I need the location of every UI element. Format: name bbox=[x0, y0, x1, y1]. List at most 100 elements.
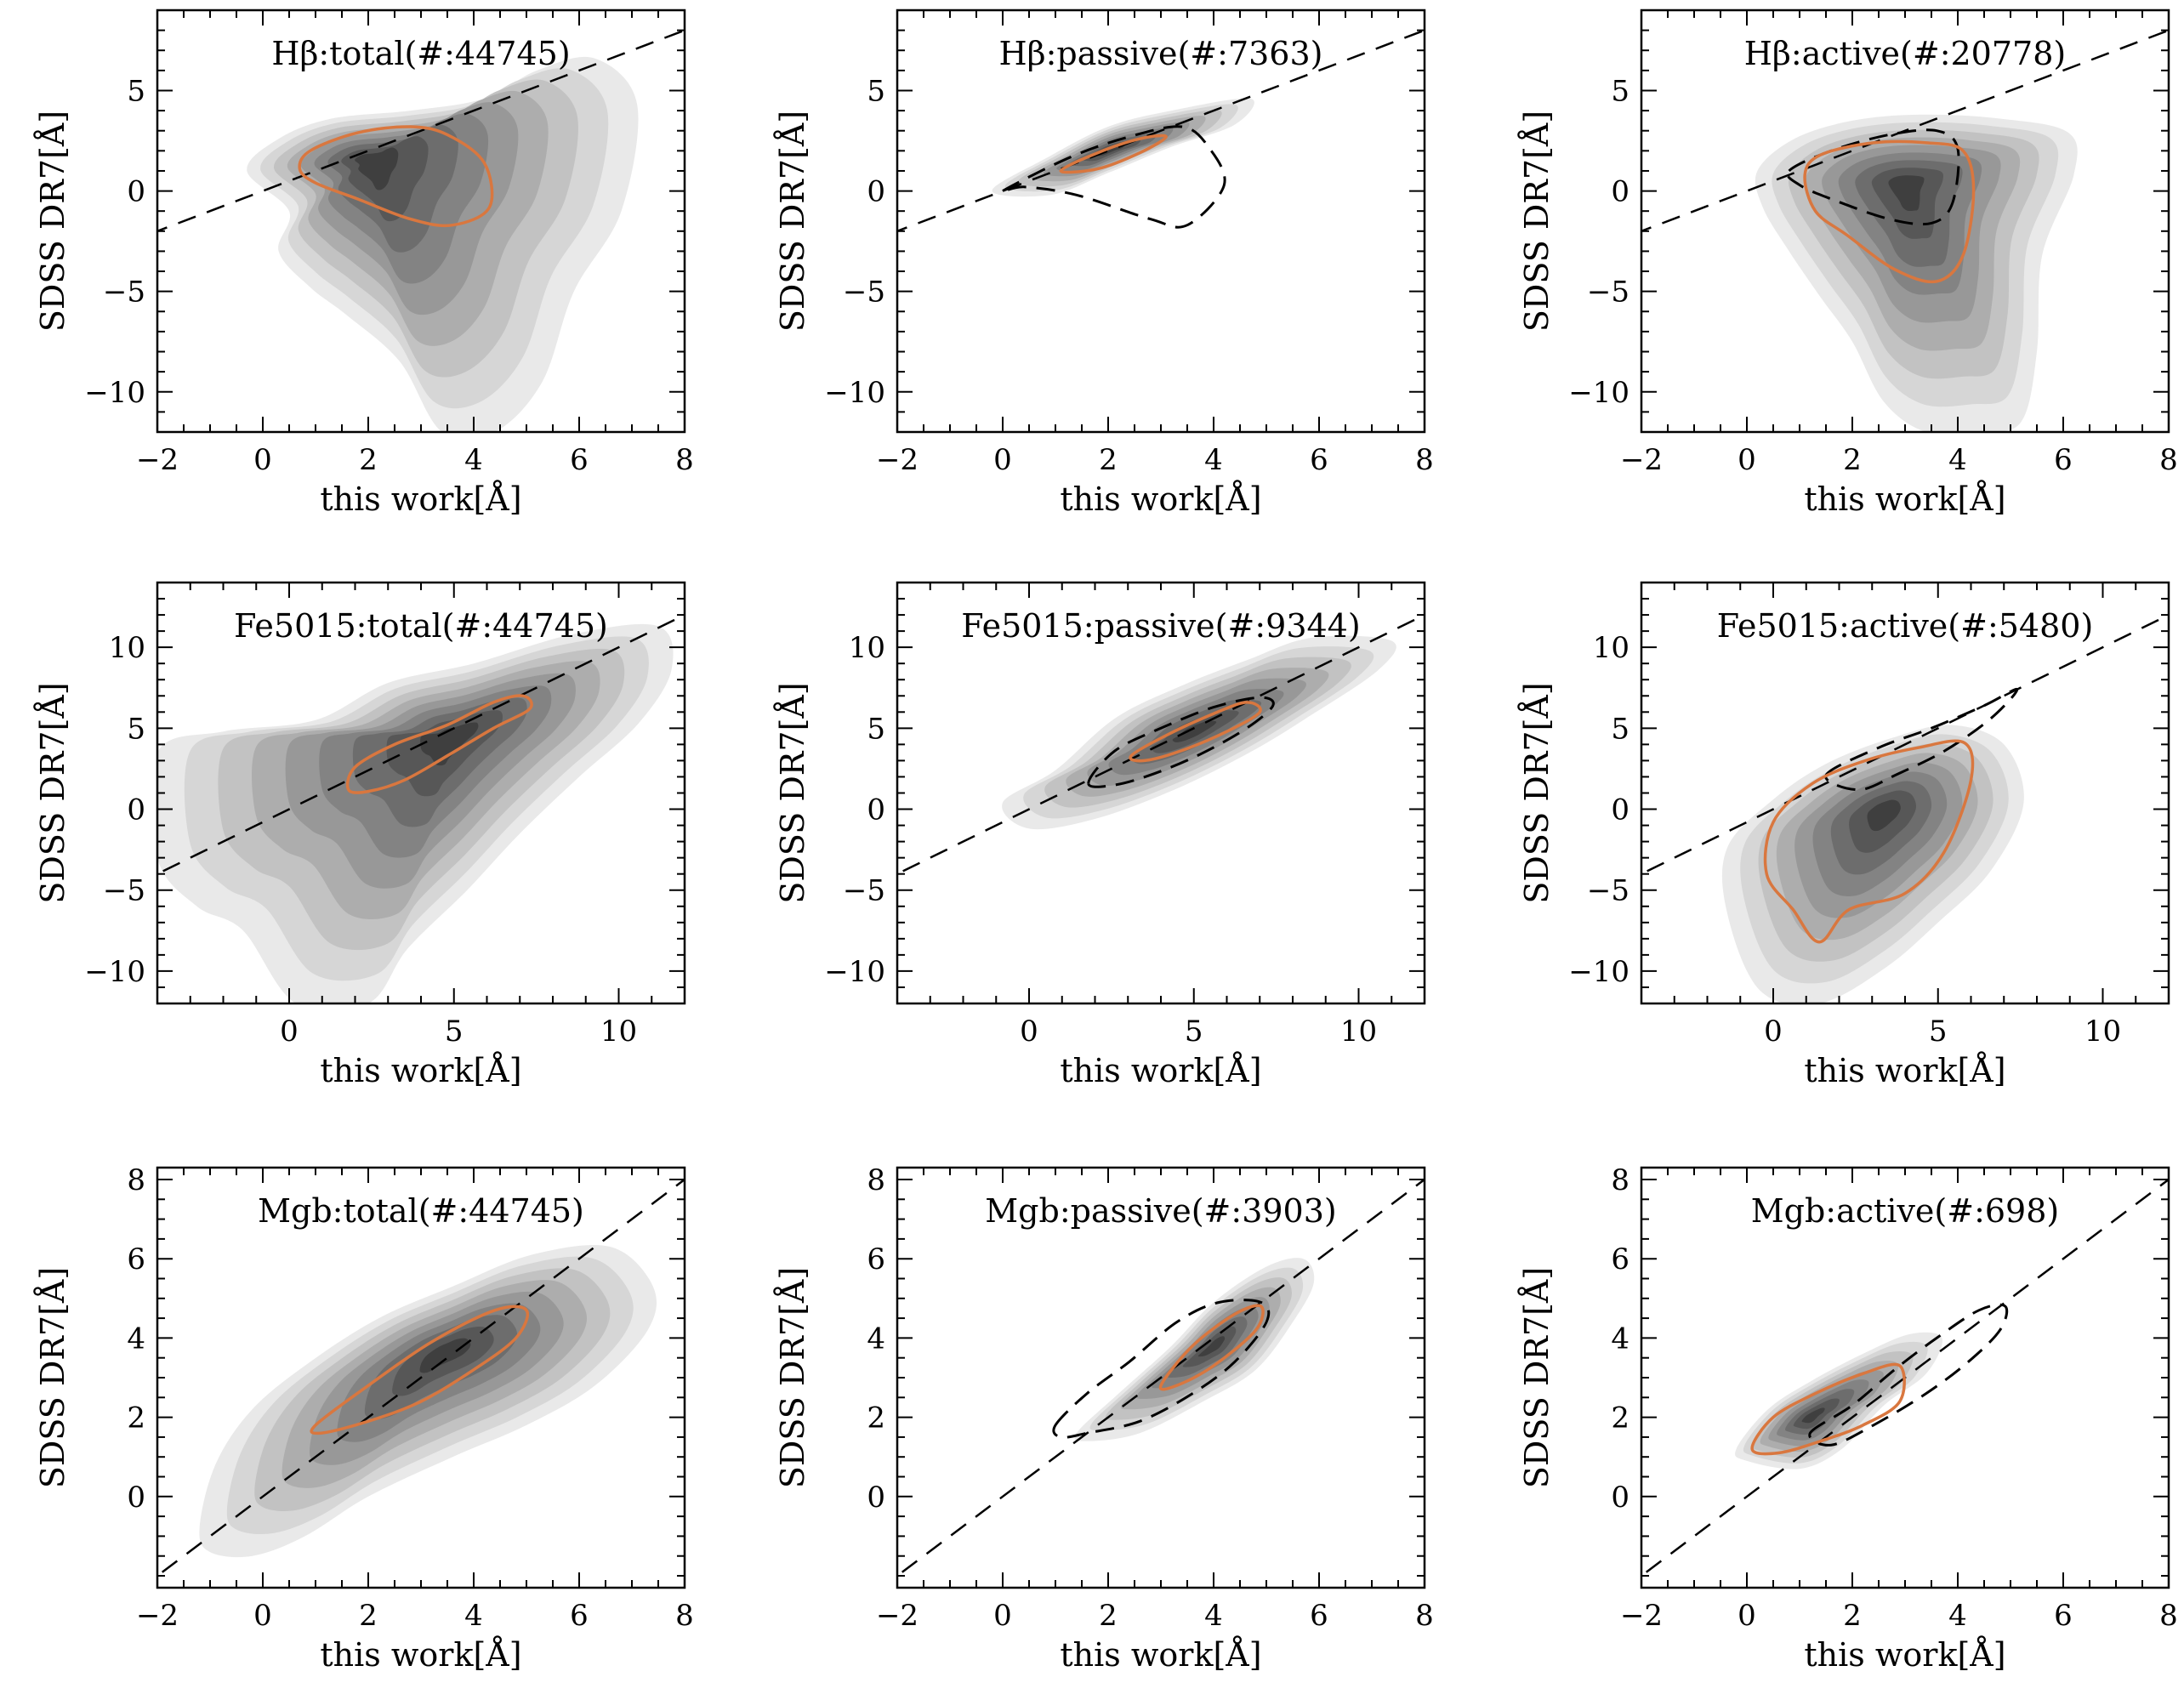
density-level-9 bbox=[355, 147, 399, 190]
x-tick-label: 4 bbox=[1948, 443, 1967, 477]
x-tick-label: 5 bbox=[445, 1015, 464, 1049]
y-tick-label: −10 bbox=[824, 376, 885, 410]
x-axis: 0 5 10 bbox=[896, 583, 1425, 1049]
x-tick-label: 4 bbox=[464, 443, 483, 477]
x-axis: 0 5 10 bbox=[1641, 583, 2170, 1049]
y-tick-label: −5 bbox=[1587, 874, 1629, 908]
y-tick-label: 0 bbox=[127, 175, 145, 209]
panel-title: Fe5015:passive(#:9344) bbox=[961, 607, 1360, 645]
density-level-9 bbox=[1867, 799, 1901, 832]
plot-area bbox=[157, 613, 685, 1003]
one-to-one-line bbox=[157, 1178, 685, 1577]
x-tick-label: −2 bbox=[876, 443, 919, 477]
y-axis: −10 −5 0 5 10 bbox=[84, 582, 685, 1004]
reference-dashed-contour bbox=[1052, 1299, 1271, 1439]
x-axis-label: this work[Å] bbox=[1804, 1636, 2005, 1674]
y-tick-label: 2 bbox=[127, 1401, 145, 1435]
x-tick-label: −2 bbox=[876, 1599, 919, 1633]
x-axis: −2 0 2 4 6 8 bbox=[876, 1168, 1434, 1633]
reference-dashed-contour bbox=[1808, 1303, 2009, 1447]
x-tick-label: −2 bbox=[136, 1599, 179, 1633]
x-tick-label: 6 bbox=[1310, 443, 1328, 477]
x-tick-label: 6 bbox=[570, 1599, 589, 1633]
panel-title: Hβ:total(#:44745) bbox=[271, 35, 570, 72]
y-tick-label: 0 bbox=[1611, 1481, 1629, 1515]
orange-contour bbox=[1803, 139, 1976, 284]
x-tick-label: 0 bbox=[993, 1599, 1012, 1633]
y-tick-label: 0 bbox=[867, 1481, 885, 1515]
y-tick-label: 5 bbox=[1611, 74, 1629, 108]
plot-area bbox=[897, 1178, 1425, 1577]
y-axis-label: SDSS DR7[Å] bbox=[1518, 111, 1556, 332]
one-to-one-line bbox=[897, 1178, 1425, 1577]
x-tick-label: 0 bbox=[253, 443, 272, 477]
panel-title: Mgb:active(#:698) bbox=[1751, 1192, 2060, 1230]
panel-4: 0 5 10 −10 −5 0 5 10 this work[Å] SDSS DR7[Å] Fe50… bbox=[34, 581, 686, 1089]
x-tick-label: 2 bbox=[1099, 443, 1118, 477]
x-tick-label: −2 bbox=[136, 443, 179, 477]
x-tick-label: 6 bbox=[2054, 443, 2073, 477]
y-axis-label: SDSS DR7[Å] bbox=[34, 1267, 71, 1488]
y-tick-label: −5 bbox=[1587, 276, 1629, 310]
x-tick-label: 6 bbox=[2054, 1599, 2073, 1633]
x-tick-label: 0 bbox=[253, 1599, 272, 1633]
panel-title: Hβ:active(#:20778) bbox=[1744, 35, 2066, 72]
x-axis-label: this work[Å] bbox=[320, 480, 521, 518]
y-tick-label: 5 bbox=[127, 712, 145, 746]
y-axis-label: SDSS DR7[Å] bbox=[1518, 1267, 1556, 1488]
y-tick-label: −10 bbox=[84, 955, 145, 989]
x-tick-label: 0 bbox=[1738, 1599, 1756, 1633]
y-axis-label: SDSS DR7[Å] bbox=[1518, 682, 1556, 903]
reference-dashed-contour bbox=[1786, 128, 1960, 226]
y-tick-label: 0 bbox=[127, 1481, 145, 1515]
panel-1: −2 0 2 4 6 8 −10 −5 0 5 this work[Å] SDSS DR7[Å] Hβ:… bbox=[34, 9, 694, 518]
x-axis-label: this work[Å] bbox=[1804, 480, 2005, 518]
x-axis: −2 0 2 4 6 8 bbox=[1620, 10, 2178, 477]
x-tick-label: 4 bbox=[1204, 1599, 1223, 1633]
y-axis: −10 −5 0 5 10 bbox=[1568, 582, 2169, 1004]
y-axis-label: SDSS DR7[Å] bbox=[34, 111, 71, 332]
x-tick-label: 4 bbox=[1948, 1599, 1967, 1633]
x-tick-label: −2 bbox=[1620, 1599, 1663, 1633]
one-to-one-line bbox=[897, 29, 1425, 233]
y-tick-label: 10 bbox=[109, 631, 145, 665]
y-tick-label: −5 bbox=[103, 874, 145, 908]
x-tick-label: 2 bbox=[1843, 443, 1862, 477]
plot-area bbox=[1641, 29, 2169, 432]
panel-3: −2 0 2 4 6 8 −10 −5 0 5 this work[Å] SDSS DR7[Å] Hβ:… bbox=[1518, 9, 2178, 518]
y-axis: −10 −5 0 5 bbox=[1568, 9, 2169, 433]
y-tick-label: 5 bbox=[867, 74, 885, 108]
y-tick-label: −10 bbox=[824, 955, 885, 989]
orange-contour bbox=[1158, 1304, 1265, 1391]
y-axis-label: SDSS DR7[Å] bbox=[34, 682, 71, 903]
x-axis-label: this work[Å] bbox=[320, 1052, 521, 1089]
x-axis-label: this work[Å] bbox=[1060, 480, 1261, 518]
y-tick-label: 0 bbox=[1611, 175, 1629, 209]
plot-area bbox=[1641, 613, 2169, 1003]
y-axis: 0 2 4 6 8 bbox=[127, 1163, 685, 1577]
one-to-one-line bbox=[157, 29, 685, 233]
y-tick-label: 8 bbox=[867, 1163, 885, 1197]
y-tick-label: 4 bbox=[1611, 1322, 1629, 1356]
y-tick-label: −10 bbox=[84, 376, 145, 410]
plot-area bbox=[897, 29, 1425, 233]
plot-area bbox=[157, 1178, 685, 1577]
x-axis: −2 0 2 4 6 8 bbox=[876, 10, 1434, 477]
x-axis: 0 5 10 bbox=[156, 583, 685, 1049]
x-axis-label: this work[Å] bbox=[1804, 1052, 2005, 1089]
y-tick-label: 2 bbox=[1611, 1401, 1629, 1435]
panel-title: Fe5015:active(#:5480) bbox=[1717, 607, 2094, 645]
y-axis: 0 2 4 6 8 bbox=[867, 1163, 1425, 1577]
orange-contour bbox=[1059, 134, 1168, 174]
x-tick-label: 8 bbox=[2159, 443, 2178, 477]
panel-2: −2 0 2 4 6 8 −10 −5 0 5 this work[Å] SDSS DR7[Å] Hβ:… bbox=[774, 9, 1434, 518]
x-axis: −2 0 2 4 6 8 bbox=[1620, 1168, 2178, 1633]
x-tick-label: 2 bbox=[359, 443, 378, 477]
x-tick-label: −2 bbox=[1620, 443, 1663, 477]
orange-contour bbox=[1763, 739, 1975, 944]
panel-title: Mgb:passive(#:3903) bbox=[985, 1192, 1336, 1230]
y-tick-label: 0 bbox=[867, 793, 885, 827]
plot-area bbox=[897, 613, 1425, 876]
y-tick-label: 0 bbox=[867, 175, 885, 209]
